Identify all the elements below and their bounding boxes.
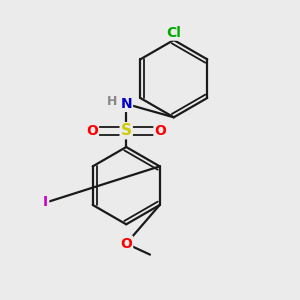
Text: Cl: Cl <box>166 26 181 40</box>
Text: N: N <box>120 97 132 111</box>
Text: S: S <box>121 123 132 138</box>
Text: O: O <box>86 124 98 138</box>
Text: O: O <box>154 124 166 138</box>
Text: O: O <box>120 237 132 250</box>
Text: I: I <box>43 195 48 209</box>
Text: H: H <box>107 95 117 108</box>
